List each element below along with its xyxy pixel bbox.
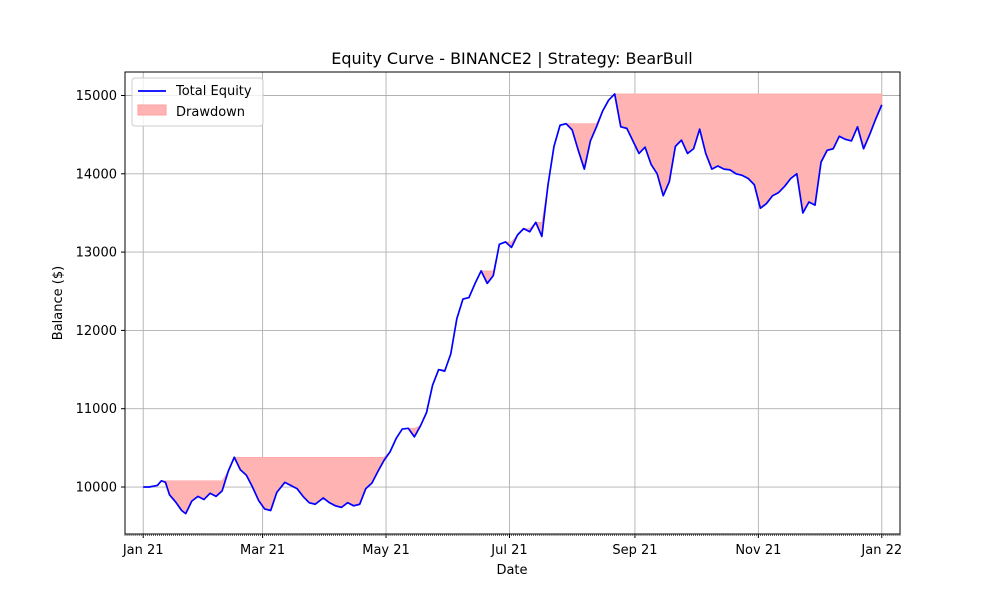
x-tick-label: Jan 21 (122, 543, 164, 558)
legend: Total Equity Drawdown (131, 77, 264, 127)
y-axis-ticks: 10000 11000 12000 13000 14000 15000 (76, 89, 125, 496)
x-tick-label: Sep 21 (612, 543, 657, 558)
legend-drawdown-label: Drawdown (176, 105, 245, 120)
y-tick-label: 14000 (76, 167, 117, 182)
legend-drawdown-swatch (137, 104, 167, 116)
legend-equity-label: Total Equity (175, 84, 252, 99)
y-tick-label: 15000 (76, 89, 117, 104)
equity-line-layer (143, 93, 883, 515)
x-tick-label: May 21 (362, 543, 410, 558)
x-tick-label: Jan 22 (860, 543, 902, 558)
y-tick-label: 12000 (76, 324, 117, 339)
grid (125, 72, 900, 534)
x-tick-label: Nov 21 (735, 543, 781, 558)
y-tick-label: 13000 (76, 246, 117, 261)
chart-title: Equity Curve - BINANCE2 | Strategy: Bear… (331, 49, 693, 68)
y-tick-label: 11000 (76, 402, 117, 417)
x-axis-ticks: Jan 21 Mar 21 May 21 Jul 21 Sep 21 Nov 21 Jan … (122, 534, 902, 558)
x-tick-label: Mar 21 (240, 543, 285, 558)
y-axis-label: Balance ($) (51, 266, 66, 340)
x-tick-label: Jul 21 (490, 543, 527, 558)
y-tick-label: 10000 (76, 481, 117, 496)
equity-line (143, 93, 883, 515)
plot-frame (124, 71, 901, 535)
x-axis-label: Date (496, 563, 527, 578)
